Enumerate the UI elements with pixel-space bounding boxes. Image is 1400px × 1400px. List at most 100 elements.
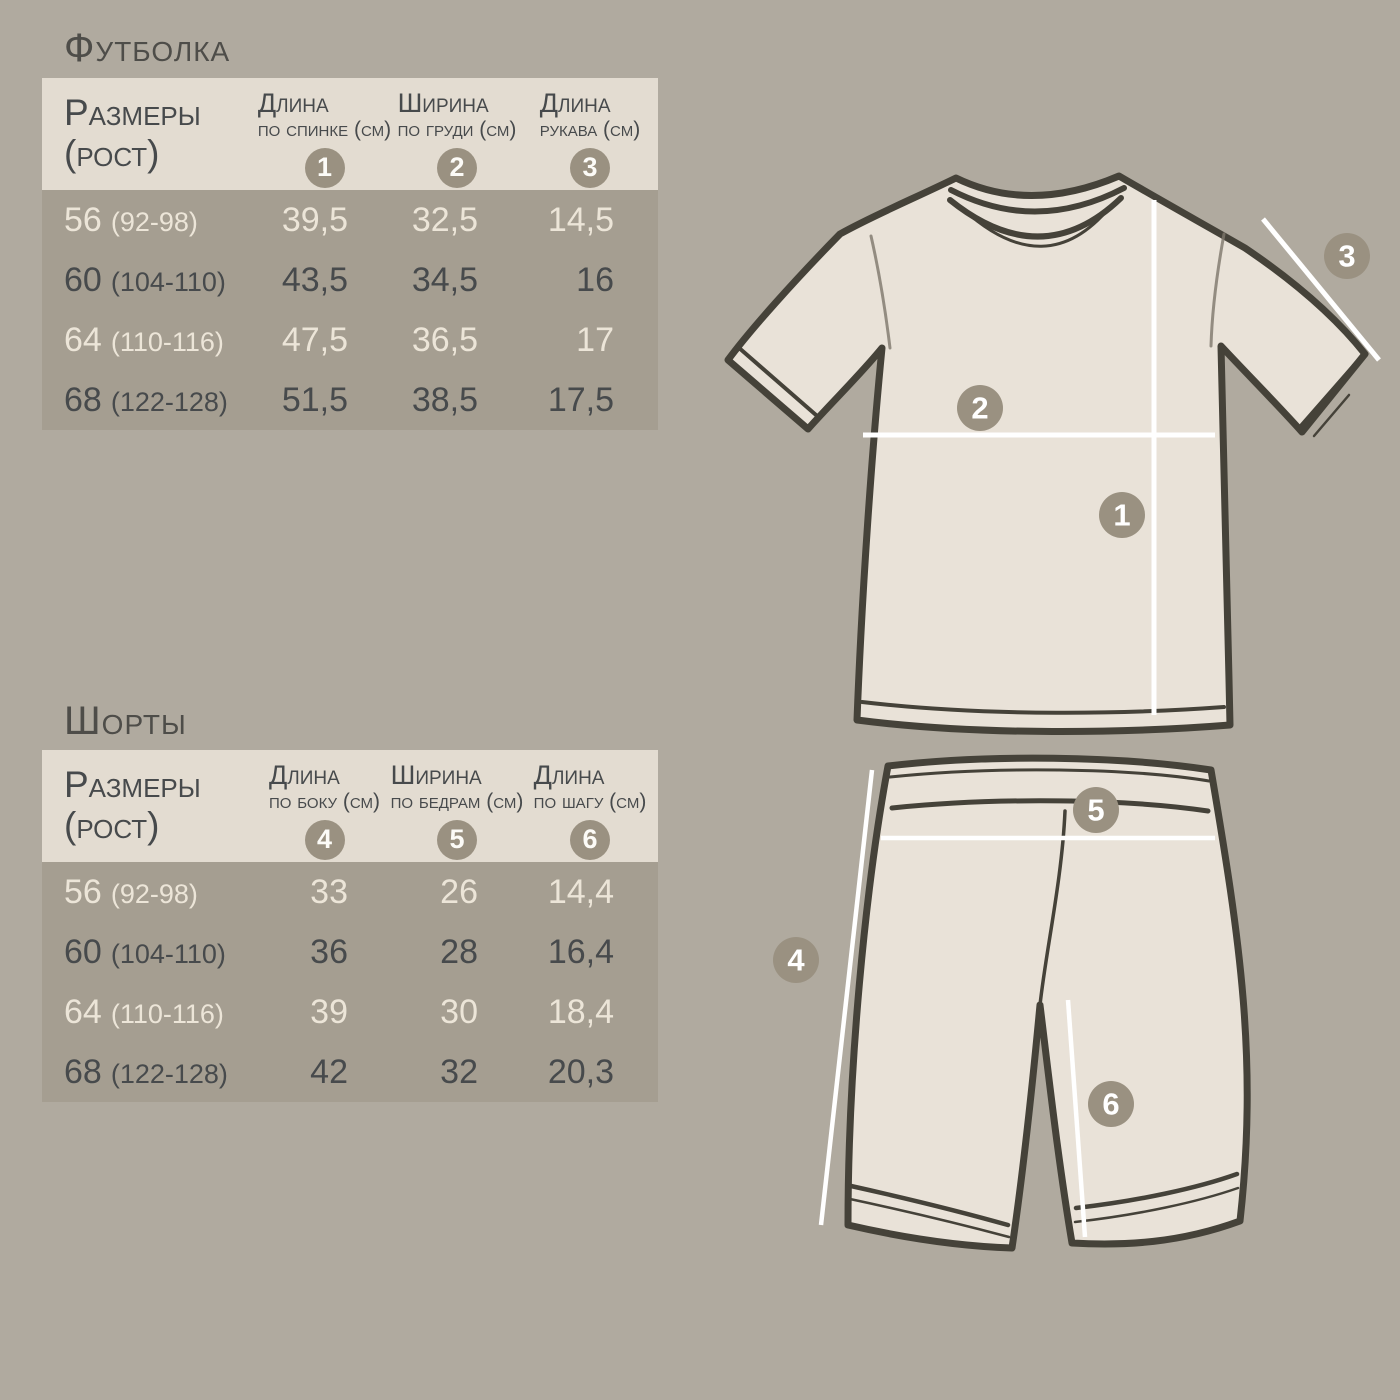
header-col-side-length: Длина по боку (см) 4	[257, 750, 392, 862]
hem-line	[860, 700, 1226, 715]
header-col-back-length: Длина по спинке (см) 1	[257, 78, 392, 190]
shorts-section-title: Шорты	[64, 699, 187, 743]
header-col-label: Ширина	[397, 88, 489, 118]
value-cell: 36,5	[411, 320, 478, 359]
tshirt-size-table: Размеры (рост) Длина по спинке (см) 1 Ши…	[42, 78, 658, 430]
measure-badge-5: 5	[1073, 787, 1119, 833]
table-row: 60 (104-110) 36 28 16,4	[42, 922, 658, 982]
value-cell: 17	[576, 320, 614, 359]
header-sizes-line1: Размеры	[64, 92, 201, 134]
value-cell: 20,3	[547, 1052, 614, 1091]
value-cell: 18,4	[547, 992, 614, 1031]
value-cell: 32	[440, 1052, 478, 1091]
measure-badge-6: 6	[570, 819, 610, 860]
right-seam-crease	[1209, 232, 1226, 348]
measure-badge-1: 1	[1099, 492, 1145, 538]
header-col-sleeve-length: Длина рукава (см) 3	[522, 78, 658, 190]
waistband-bottom-line	[889, 798, 1211, 814]
value-cell: 14,5	[547, 200, 614, 239]
size-cell: 56 (92-98)	[64, 872, 198, 911]
header-sizes-cell: Размеры (рост)	[42, 78, 257, 190]
value-cell: 51,5	[281, 380, 348, 419]
value-cell: 34,5	[411, 260, 478, 299]
header-col-sublabel: по шагу (см)	[533, 790, 647, 814]
header-col-sublabel: по груди (см)	[397, 118, 517, 142]
measure-badge-5: 5	[437, 819, 477, 860]
measure-badge-6: 6	[1088, 1081, 1134, 1127]
value-cell: 36	[310, 932, 348, 971]
value-cell: 26	[440, 872, 478, 911]
value-cell: 42	[310, 1052, 348, 1091]
measure-badge-2: 2	[957, 385, 1003, 431]
header-sizes-line1: Размеры	[64, 764, 201, 806]
table-row: 68 (122-128) 51,5 38,5 17,5	[42, 370, 658, 430]
right-hem-lower-line	[1073, 1186, 1240, 1224]
size-cell: 68 (122-128)	[64, 380, 228, 419]
measure-line-side-length	[818, 769, 875, 1226]
size-cell: 60 (104-110)	[64, 932, 226, 971]
value-cell: 30	[440, 992, 478, 1031]
shorts-table-body: 56 (92-98) 33 26 14,4 60 (104-110) 36 28 1…	[42, 862, 658, 1102]
tshirt-table-body: 56 (92-98) 39,5 32,5 14,5 60 (104-110) 43,…	[42, 190, 658, 430]
svg-text:5: 5	[1087, 793, 1104, 828]
value-cell: 14,4	[547, 872, 614, 911]
collar-band-top-line	[948, 185, 1127, 215]
svg-text:1: 1	[1113, 498, 1130, 533]
header-col-label: Длина	[268, 760, 340, 790]
table-row: 68 (122-128) 42 32 20,3	[42, 1042, 658, 1102]
tshirt-section-title: Футболка	[64, 26, 231, 70]
header-col-sublabel: по спинке (см)	[257, 118, 392, 142]
measure-line-inseam	[1065, 999, 1088, 1238]
left-hem-lower-line	[848, 1197, 1011, 1239]
header-col-label: Длина	[533, 760, 605, 790]
value-cell: 33	[310, 872, 348, 911]
measure-line-sleeve	[1261, 217, 1381, 362]
table-row: 60 (104-110) 43,5 34,5 16	[42, 250, 658, 310]
header-col-label: Длина	[257, 88, 329, 118]
svg-text:4: 4	[787, 943, 805, 978]
measure-badge-2: 2	[437, 147, 477, 188]
value-cell: 32,5	[411, 200, 478, 239]
size-cell: 68 (122-128)	[64, 1052, 228, 1091]
size-cell: 56 (92-98)	[64, 200, 198, 239]
header-col-label: Длина	[539, 88, 611, 118]
header-col-hip-width: Ширина по бедрам (см) 5	[390, 750, 524, 862]
value-cell: 38,5	[411, 380, 478, 419]
shorts-diagram: 4 5 6	[773, 754, 1251, 1252]
value-cell: 16	[576, 260, 614, 299]
right-cuff-line	[1298, 361, 1358, 429]
waistband-top-line	[888, 768, 1211, 783]
measure-badge-3: 3	[1324, 233, 1370, 279]
svg-text:3: 3	[1338, 239, 1355, 274]
svg-text:2: 2	[971, 391, 988, 426]
size-cell: 60 (104-110)	[64, 260, 226, 299]
header-col-inseam-length: Длина по шагу (см) 6	[522, 750, 658, 862]
header-col-sublabel: по бедрам (см)	[390, 790, 524, 814]
left-seam-crease	[869, 234, 892, 350]
shorts-outline	[844, 754, 1251, 1252]
value-cell: 39,5	[281, 200, 348, 239]
size-cell: 64 (110-116)	[64, 320, 224, 359]
size-cell: 64 (110-116)	[64, 992, 224, 1031]
table-row: 56 (92-98) 39,5 32,5 14,5	[42, 190, 658, 250]
measure-badge-1: 1	[304, 147, 345, 188]
header-sizes-line2: (рост)	[64, 805, 160, 846]
header-sizes-line2: (рост)	[64, 133, 160, 174]
table-row: 56 (92-98) 33 26 14,4	[42, 862, 658, 922]
header-col-chest-width: Ширина по груди (см) 2	[392, 78, 522, 190]
shorts-size-table: Размеры (рост) Длина по боку (см) 4 Шири…	[42, 750, 658, 1102]
header-col-sublabel: по боку (см)	[268, 790, 381, 814]
measure-badge-4: 4	[304, 819, 345, 860]
right-cuff-accent-line	[1312, 393, 1351, 438]
measure-badge-4: 4	[773, 937, 819, 983]
header-col-label: Ширина	[390, 760, 482, 790]
right-hem-upper-line	[1073, 1171, 1240, 1211]
value-cell: 43,5	[281, 260, 348, 299]
header-sizes-cell: Размеры (рост)	[42, 750, 257, 862]
value-cell: 17,5	[547, 380, 614, 419]
collar-inner-accent-line	[962, 205, 1112, 248]
svg-text:6: 6	[1102, 1087, 1119, 1122]
tshirt-outline	[724, 172, 1369, 735]
value-cell: 28	[440, 932, 478, 971]
